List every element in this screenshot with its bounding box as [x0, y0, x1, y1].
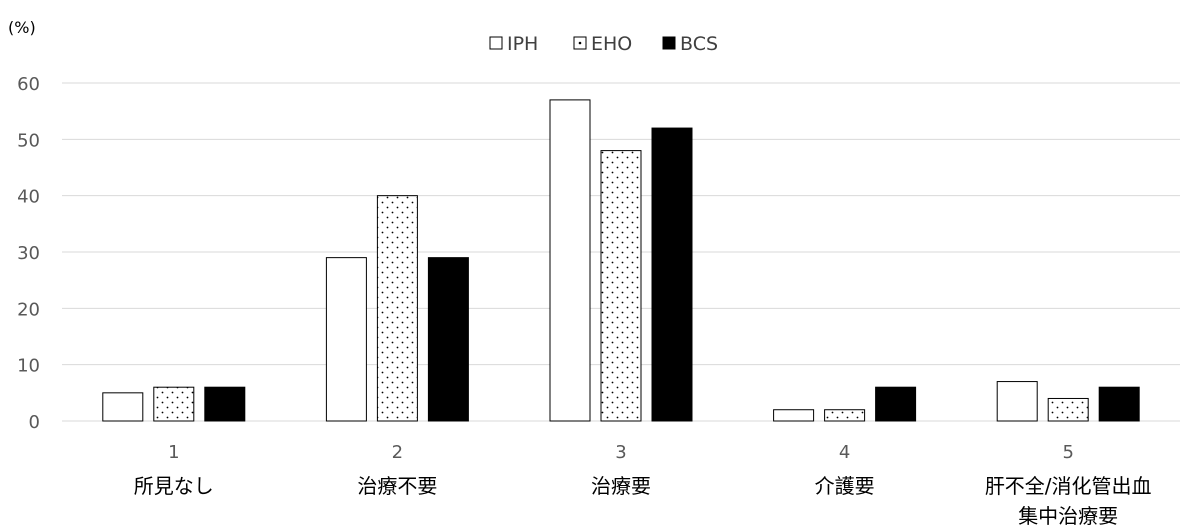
- x-tick-label: 治療不要: [357, 474, 437, 498]
- y-tick-label: 0: [29, 412, 40, 433]
- y-tick-label: 10: [17, 356, 40, 377]
- bar-iph: [996, 381, 1038, 422]
- y-tick-label: 30: [17, 243, 40, 264]
- legend-label-eho: EHO: [591, 33, 632, 55]
- bar-eho: [600, 150, 642, 422]
- bars: [102, 99, 1140, 422]
- y-tick-label: 40: [17, 187, 40, 208]
- bar-iph: [102, 392, 144, 422]
- legend-swatch-iph: [489, 36, 503, 50]
- x-tick-number: 3: [615, 442, 626, 463]
- legend-swatch-bcs: [662, 36, 676, 50]
- bar-bcs: [1098, 386, 1140, 422]
- bar-iph: [549, 99, 591, 422]
- bar-iph: [325, 257, 367, 422]
- x-tick-number: 2: [392, 442, 403, 463]
- bar-bcs: [651, 127, 693, 422]
- bar-eho: [824, 409, 866, 422]
- x-tick-label: 肝不全/消化管出血: [985, 474, 1152, 498]
- legend-swatch-dot: [578, 41, 582, 45]
- y-tick-label: 60: [17, 74, 40, 95]
- legend-label-iph: IPH: [507, 33, 538, 55]
- y-ticks: 0 10 20 30 40 50 60: [17, 74, 40, 433]
- bar-bcs: [204, 386, 246, 422]
- x-tick-label: 集中治療要: [1018, 504, 1118, 528]
- y-tick-label: 50: [17, 130, 40, 151]
- x-tick-number: 5: [1062, 442, 1073, 463]
- bar-eho: [376, 195, 418, 422]
- bar-bcs: [875, 386, 917, 422]
- x-tick-number: 4: [839, 442, 850, 463]
- bar-bcs: [427, 257, 469, 422]
- y-axis-label: (%): [8, 18, 36, 37]
- bar-iph: [773, 409, 815, 422]
- y-tick-label: 20: [17, 299, 40, 320]
- legend: IPH EHO BCS: [489, 33, 718, 55]
- x-tick-label: 所見なし: [134, 474, 214, 498]
- x-tick-number: 1: [168, 442, 179, 463]
- legend-label-bcs: BCS: [680, 33, 718, 55]
- x-tick-label: 介護要: [815, 474, 875, 498]
- bar-eho: [1047, 397, 1089, 422]
- bar-eho: [153, 386, 195, 422]
- x-tick-label: 治療要: [591, 474, 651, 498]
